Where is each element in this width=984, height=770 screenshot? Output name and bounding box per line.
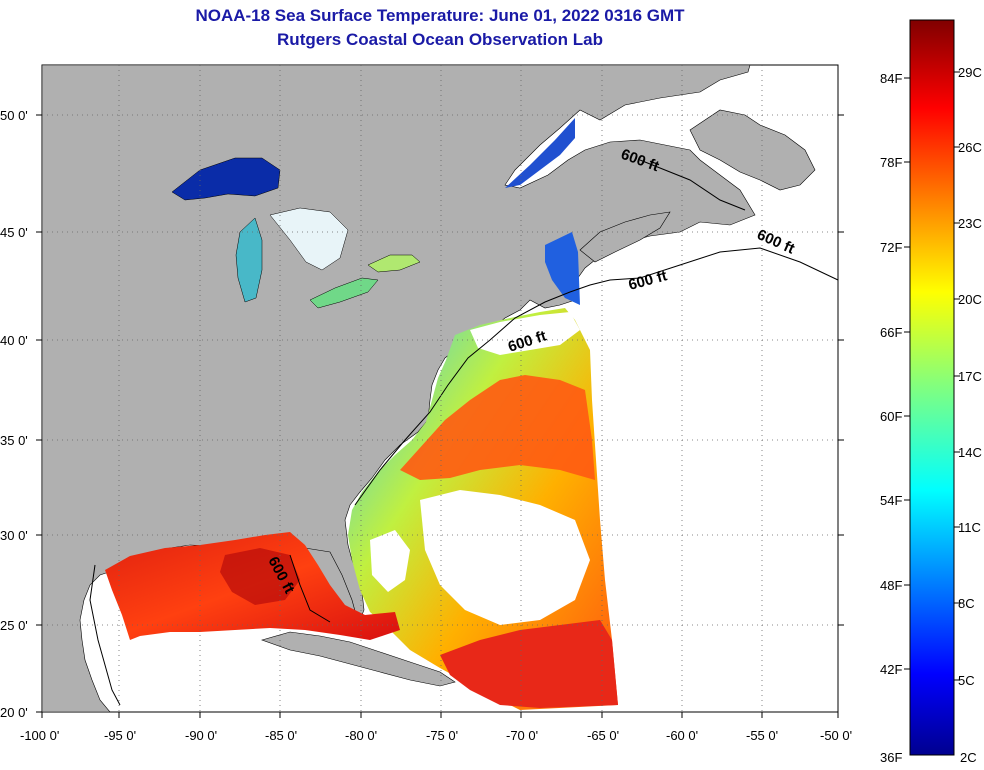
colorbar-c-label: 26C [958,140,982,155]
colorbar-c-label: 8C [958,596,975,611]
lat-tick-label: 20 0' [0,705,28,720]
colorbar-f-label: 72F [880,240,902,255]
map-subtitle: Rutgers Coastal Ocean Observation Lab [277,30,603,49]
lake-superior [171,157,281,201]
cloud-patch-2 [470,312,580,355]
colorbar-c-label: 2C [960,750,977,765]
lake-huron [269,207,349,271]
lon-tick-label: -90 0' [185,728,217,743]
colorbar-c-label: 5C [958,673,975,688]
depth-contour-600ft [89,159,839,706]
lat-tick-label: 50 0' [0,108,28,123]
lon-tick-label: -55 0' [746,728,778,743]
colorbar-c-label: 20C [958,292,982,307]
cloud-patch-1 [420,490,590,625]
colorbar-f-label: 48F [880,578,902,593]
lon-tick-label: -70 0' [506,728,538,743]
colorbar-f-label: 66F [880,325,902,340]
lat-tick-label: 35 0' [0,433,28,448]
colorbar-c-label: 29C [958,65,982,80]
colorbar-f-label: 54F [880,493,902,508]
cloud-patch-3 [370,530,410,592]
colorbar-f-label: 60F [880,409,902,424]
sst-gulf-of-maine [545,232,580,305]
colorbar-c-label: 23C [958,216,982,231]
colorbar-c-label: 14C [958,445,982,460]
colorbar-c-label: 11C [958,520,981,535]
map-title: NOAA-18 Sea Surface Temperature: June 01… [195,6,685,25]
lon-tick-label: -80 0' [345,728,377,743]
lon-tick-label: -65 0' [587,728,619,743]
lake-ontario [367,254,421,273]
colorbar-c-label: 17C [958,369,982,384]
colorbar-f-ticks [904,77,910,670]
lon-tick-label: -60 0' [666,728,698,743]
sst-st-lawrence [505,118,575,188]
colorbar-f-label: 36F [880,750,902,765]
sst-caribbean [440,620,618,708]
lat-tick-label: 30 0' [0,528,28,543]
lat-tick-label: 25 0' [0,618,28,633]
colorbar-f-label: 84F [880,71,902,86]
frame-ticks [36,114,844,718]
colorbar-f-label: 78F [880,155,902,170]
lat-tick-label: 40 0' [0,333,28,348]
lon-tick-label: -95 0' [104,728,136,743]
lon-tick-label: -75 0' [426,728,458,743]
lake-michigan [235,217,263,303]
lon-tick-label: -85 0' [265,728,297,743]
land-cuba [261,631,456,687]
lon-tick-label: -100 0' [20,728,59,743]
land-newfoundland [689,109,816,191]
land-nova-scotia [579,211,671,263]
lon-tick-label: -50 0' [820,728,852,743]
sst-gulf-stream [400,375,595,480]
colorbar-gradient [909,19,955,756]
colorbar-f-label: 42F [880,662,902,677]
lat-tick-label: 45 0' [0,225,28,240]
colorbar-c-ticks [954,71,960,681]
